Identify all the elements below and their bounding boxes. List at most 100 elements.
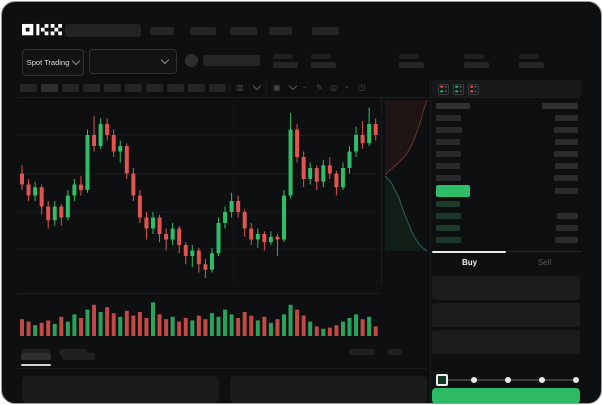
amount-slider[interactable] [434,373,580,387]
price-input[interactable] [432,276,580,300]
volume-bar [242,312,247,336]
candle-body [52,206,57,221]
order-form-panel-right[interactable] [230,376,427,403]
volume-chart[interactable] [17,300,380,338]
timeframe-button[interactable] [146,84,163,92]
icon-mark [444,85,447,88]
icon-mark [455,85,459,88]
volume-bar [33,325,38,336]
candlestick-chart[interactable] [17,98,380,284]
volume-bar [131,315,136,336]
volume-bar [39,322,44,336]
candle-body [33,187,38,196]
active-tab-indicator [432,251,506,253]
candle-style-icon[interactable]: ▥ [236,83,244,92]
slider-mark[interactable] [573,377,579,383]
timeframe-button[interactable] [20,84,37,92]
timeframe-button[interactable] [41,84,58,92]
volume-bar [52,324,57,336]
clock-icon[interactable]: ◔ [344,83,349,92]
wave-line-icon[interactable]: ~ [302,83,307,92]
tab-buy[interactable]: Buy [461,257,478,267]
volume-bar [216,316,221,336]
slider-handle[interactable] [436,374,448,386]
stat-value [519,62,544,68]
nav-item[interactable] [190,27,216,35]
volume-bar [275,319,280,336]
axis-utility-placeholder[interactable] [349,349,375,355]
bottom-tab[interactable] [62,353,95,360]
order-form-panel-left[interactable] [22,376,219,403]
market-mode-dropdown[interactable]: Spot Trading [22,49,84,76]
depth-chart[interactable] [383,98,430,253]
candle-body [301,157,306,179]
stat-value [399,62,424,68]
timeframe-button[interactable] [83,84,100,92]
bottom-tab-active[interactable] [21,353,51,360]
axis-range-placeholder[interactable] [59,349,87,355]
orderbook-price-bar [436,201,460,207]
volume-bar [111,313,116,336]
okx-logo[interactable] [22,22,62,38]
nav-item[interactable] [150,27,174,35]
icon-mark [470,85,474,88]
tab-sell[interactable]: Sell [537,257,552,267]
last-price-highlight[interactable] [436,185,470,197]
bids-book-icon[interactable] [453,84,464,95]
volume-bar [170,316,175,336]
camera-icon[interactable]: ◎ [330,83,337,92]
timeframe-button[interactable] [62,84,79,92]
candle-body [59,206,64,218]
icon-mark [455,90,459,93]
chart-depth-divider [381,98,382,284]
fullscreen-icon[interactable]: ◳ [358,83,366,92]
amount-input[interactable] [432,303,580,327]
orderbook-amount-bar [555,163,578,169]
nav-item[interactable] [312,27,339,35]
orderbook-amount-bar [542,103,578,109]
volume-bar [340,321,345,336]
candle-body [39,187,44,207]
volume-bar [282,314,286,336]
icon-frame [453,84,464,95]
timeframe-button[interactable] [209,84,226,92]
candle-body [295,129,300,157]
buy-button[interactable] [432,388,580,403]
indicator-icon[interactable]: ▣ [273,83,281,92]
chevron-down-icon[interactable] [252,81,262,91]
volume-bar [65,321,70,336]
search-input[interactable] [65,24,141,37]
slider-mark[interactable] [471,377,477,383]
candle-body [203,264,208,270]
pair-selector-dropdown[interactable] [89,49,177,74]
axis-utility-placeholder[interactable] [388,349,402,355]
timeframe-button[interactable] [167,84,184,92]
timeframe-button[interactable] [125,84,142,92]
candle-body [78,184,83,190]
stat-value [464,62,489,68]
combined-book-icon[interactable] [438,84,449,95]
volume-bar [157,314,162,336]
timeframe-button[interactable] [104,84,121,92]
asks-book-icon[interactable] [468,84,479,95]
candle-body [288,129,293,196]
volume-bar [92,304,97,336]
candle-body [282,195,286,240]
volume-bar [249,315,254,336]
axis-range-placeholder[interactable] [22,349,50,355]
total-input[interactable] [432,330,580,354]
nav-item[interactable] [230,27,257,35]
candle-body [46,206,51,221]
nav-item[interactable] [269,27,292,35]
orderbook-amount-bar [554,151,578,157]
orderbook-price-bar [436,127,462,133]
slider-mark[interactable] [505,377,511,383]
slider-mark[interactable] [539,377,545,383]
timeframe-button[interactable] [188,84,205,92]
candle-body [268,236,273,243]
candle-body [275,236,280,240]
pencil-draw-icon[interactable]: ✎ [316,83,323,92]
candle-body [229,201,234,212]
chevron-down-icon[interactable] [288,81,298,91]
orderbook-amount-bar [555,188,578,194]
